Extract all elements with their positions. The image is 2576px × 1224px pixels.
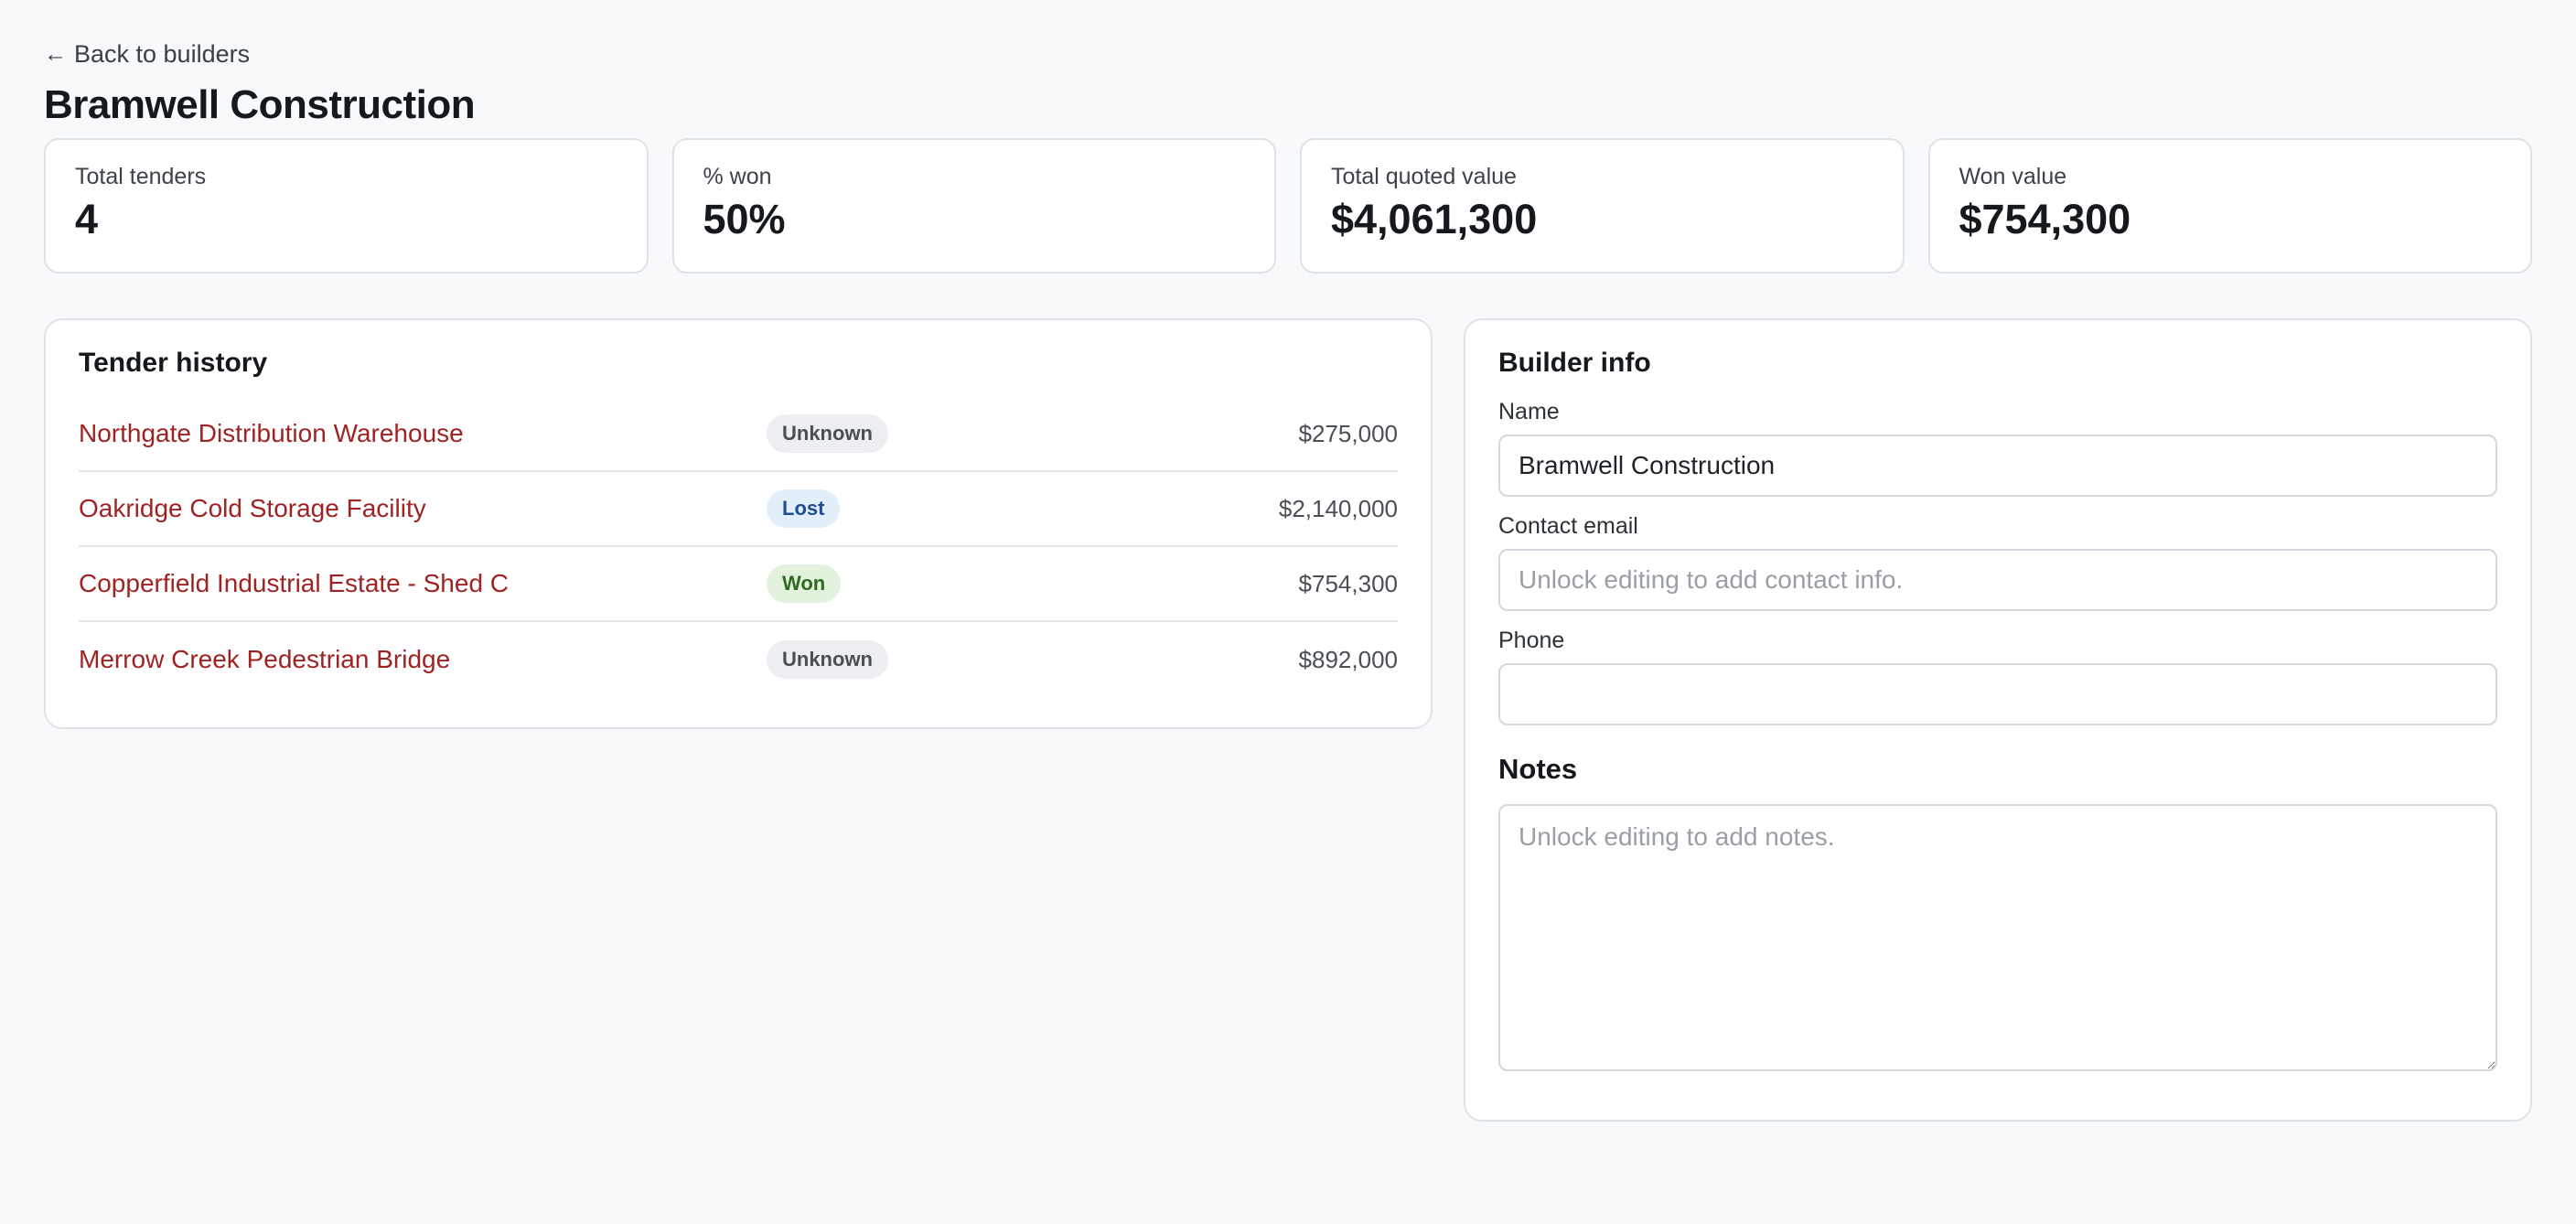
stats-row: Total tenders 4 % won 50% Total quoted v… [44, 138, 2532, 274]
tender-history-panel: Tender history Northgate Distribution Wa… [44, 318, 1433, 729]
builder-info-panel: Builder info Name Contact email Phone No… [1464, 318, 2532, 1122]
tender-row: Northgate Distribution Warehouse Unknown… [79, 397, 1398, 472]
page-title: Bramwell Construction [44, 82, 476, 127]
stat-label: Won value [1959, 164, 2067, 189]
tender-link[interactable]: Northgate Distribution Warehouse [79, 419, 464, 447]
contact-email-label: Contact email [1498, 513, 1638, 539]
back-to-builders-link[interactable]: ← Back to builders [44, 40, 250, 69]
tender-amount: $275,000 [1298, 419, 1398, 447]
notes-textarea[interactable] [1498, 804, 2497, 1071]
tender-row: Merrow Creek Pedestrian Bridge Unknown $… [79, 622, 1398, 697]
tender-link[interactable]: Copperfield Industrial Estate - Shed C [79, 569, 510, 597]
notes-title: Notes [1498, 753, 1578, 785]
stat-label: Total quoted value [1331, 164, 1517, 189]
builder-info-title: Builder info [1498, 348, 1651, 378]
stat-label: Total tenders [75, 164, 207, 189]
stat-value: $4,061,300 [1331, 196, 1538, 242]
name-label: Name [1498, 399, 1560, 424]
tender-link[interactable]: Merrow Creek Pedestrian Bridge [79, 645, 451, 673]
back-link-label: Back to builders [74, 40, 251, 68]
name-field[interactable] [1498, 435, 2497, 497]
tender-amount: $2,140,000 [1278, 494, 1398, 522]
stat-card-total-tenders: Total tenders 4 [44, 138, 649, 274]
status-cell: Won [767, 564, 1050, 603]
status-cell: Unknown [767, 414, 1050, 453]
status-badge: Unknown [767, 414, 888, 453]
tender-amount: $892,000 [1298, 645, 1398, 673]
stat-value: 4 [75, 196, 99, 242]
stat-card-percent-won: % won 50% [671, 138, 1276, 274]
contact-email-field[interactable] [1498, 549, 2497, 611]
tender-row: Copperfield Industrial Estate - Shed C W… [79, 547, 1398, 622]
tender-list: Northgate Distribution Warehouse Unknown… [79, 397, 1398, 697]
arrow-left-icon: ← [44, 41, 67, 67]
stat-label: % won [703, 164, 772, 189]
tender-amount: $754,300 [1298, 569, 1398, 597]
status-cell: Unknown [767, 640, 1050, 679]
status-cell: Lost [767, 489, 1050, 528]
stat-card-total-quoted-value: Total quoted value $4,061,300 [1300, 138, 1905, 274]
tender-history-title: Tender history [79, 348, 268, 378]
status-badge: Won [767, 564, 842, 603]
stat-card-won-value: Won value $754,300 [1927, 138, 2532, 274]
phone-field[interactable] [1498, 663, 2497, 725]
status-badge: Lost [767, 489, 841, 528]
status-badge: Unknown [767, 640, 888, 679]
tender-link[interactable]: Oakridge Cold Storage Facility [79, 494, 426, 522]
stat-value: $754,300 [1959, 196, 2131, 242]
phone-label: Phone [1498, 628, 1565, 653]
stat-value: 50% [703, 196, 786, 242]
tender-row: Oakridge Cold Storage Facility Lost $2,1… [79, 472, 1398, 547]
